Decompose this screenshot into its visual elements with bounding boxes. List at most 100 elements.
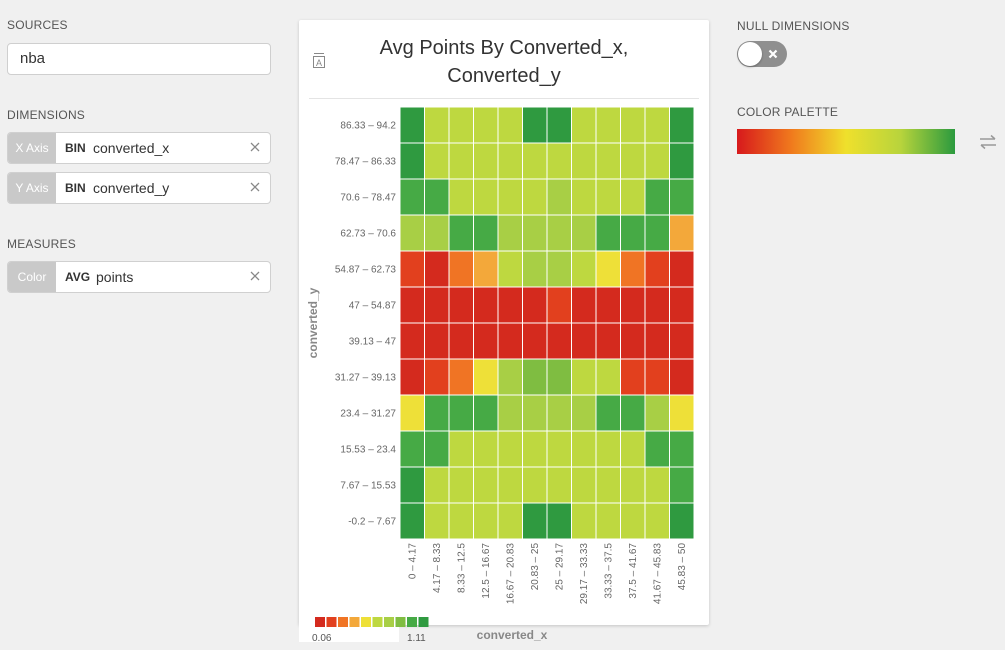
heatmap-cell[interactable] [595,106,621,144]
heatmap-cell[interactable] [571,358,597,396]
heatmap-cell[interactable] [644,358,670,396]
heatmap-cell[interactable] [473,178,499,216]
heatmap-cell[interactable] [448,466,474,504]
heatmap-cell[interactable] [522,106,548,144]
heatmap-cell[interactable] [424,214,450,252]
heatmap-cell[interactable] [399,502,425,540]
heatmap-cell[interactable] [546,322,572,360]
heatmap-cell[interactable] [571,142,597,180]
heatmap-cell[interactable] [522,178,548,216]
heatmap-cell[interactable] [546,430,572,468]
heatmap-cell[interactable] [546,394,572,432]
heatmap-cell[interactable] [595,178,621,216]
heatmap-cell[interactable] [448,322,474,360]
heatmap-cell[interactable] [399,394,425,432]
heatmap-cell[interactable] [399,250,425,288]
heatmap-cell[interactable] [497,502,523,540]
x-axis-bin-label[interactable]: BIN [65,141,86,155]
heatmap-cell[interactable] [644,322,670,360]
heatmap-cell[interactable] [669,466,695,504]
heatmap-cell[interactable] [644,286,670,324]
heatmap-cell[interactable] [571,466,597,504]
heatmap-cell[interactable] [473,286,499,324]
heatmap-cell[interactable] [424,178,450,216]
heatmap-cell[interactable] [399,358,425,396]
heatmap-cell[interactable] [497,142,523,180]
heatmap-cell[interactable] [473,214,499,252]
heatmap-cell[interactable] [595,430,621,468]
heatmap-cell[interactable] [473,322,499,360]
heatmap-cell[interactable] [620,142,646,180]
heatmap-cell[interactable] [595,358,621,396]
heatmap-cell[interactable] [571,250,597,288]
heatmap-cell[interactable] [644,466,670,504]
heatmap-cell[interactable] [571,286,597,324]
heatmap-cell[interactable] [571,502,597,540]
heatmap-cell[interactable] [546,502,572,540]
heatmap-cell[interactable] [399,178,425,216]
heatmap-cell[interactable] [448,358,474,396]
heatmap-cell[interactable] [669,178,695,216]
heatmap-cell[interactable] [497,250,523,288]
color-agg-label[interactable]: AVG [65,270,91,284]
heatmap-cell[interactable] [644,142,670,180]
heatmap-cell[interactable] [399,106,425,144]
heatmap-cell[interactable] [522,502,548,540]
null-dimensions-toggle[interactable] [737,41,787,67]
heatmap-cell[interactable] [669,142,695,180]
heatmap-cell[interactable] [424,358,450,396]
heatmap-cell[interactable] [424,394,450,432]
heatmap-cell[interactable] [399,430,425,468]
heatmap-cell[interactable] [546,286,572,324]
heatmap-cell[interactable] [399,322,425,360]
heatmap-cell[interactable] [424,142,450,180]
heatmap-cell[interactable] [424,250,450,288]
source-input[interactable]: nba [7,43,271,75]
heatmap-cell[interactable] [620,286,646,324]
heatmap-cell[interactable] [669,286,695,324]
heatmap-cell[interactable] [448,430,474,468]
heatmap-cell[interactable] [571,106,597,144]
auto-title-icon[interactable]: A [313,53,325,68]
heatmap-cell[interactable] [595,250,621,288]
heatmap-cell[interactable] [497,286,523,324]
x-axis-dimension-pill[interactable]: X Axis BIN converted_x [7,132,271,164]
heatmap-cell[interactable] [669,214,695,252]
heatmap-cell[interactable] [448,250,474,288]
heatmap-cell[interactable] [595,394,621,432]
heatmap-cell[interactable] [669,106,695,144]
heatmap-cell[interactable] [522,286,548,324]
color-measure-pill[interactable]: Color AVG points [7,261,271,293]
heatmap-cell[interactable] [399,286,425,324]
heatmap-cell[interactable] [644,214,670,252]
heatmap-cell[interactable] [473,502,499,540]
heatmap-cell[interactable] [448,214,474,252]
heatmap-cell[interactable] [546,358,572,396]
heatmap-cell[interactable] [571,178,597,216]
heatmap-cell[interactable] [497,322,523,360]
heatmap-cell[interactable] [546,466,572,504]
heatmap-cell[interactable] [620,466,646,504]
heatmap-cell[interactable] [497,430,523,468]
heatmap-cell[interactable] [644,502,670,540]
heatmap-cell[interactable] [669,322,695,360]
heatmap-cell[interactable] [522,142,548,180]
heatmap-cell[interactable] [571,322,597,360]
heatmap-cell[interactable] [669,358,695,396]
heatmap-cell[interactable] [448,142,474,180]
heatmap-cell[interactable] [473,106,499,144]
heatmap-cell[interactable] [571,394,597,432]
heatmap-cell[interactable] [448,286,474,324]
heatmap-cell[interactable] [620,430,646,468]
heatmap-cell[interactable] [571,214,597,252]
heatmap-cell[interactable] [497,358,523,396]
heatmap-cell[interactable] [620,106,646,144]
heatmap-cell[interactable] [595,214,621,252]
heatmap-cell[interactable] [497,466,523,504]
heatmap-cell[interactable] [620,358,646,396]
heatmap-cell[interactable] [595,322,621,360]
heatmap-cell[interactable] [448,106,474,144]
heatmap-cell[interactable] [620,322,646,360]
heatmap-cell[interactable] [448,502,474,540]
heatmap-cell[interactable] [669,430,695,468]
